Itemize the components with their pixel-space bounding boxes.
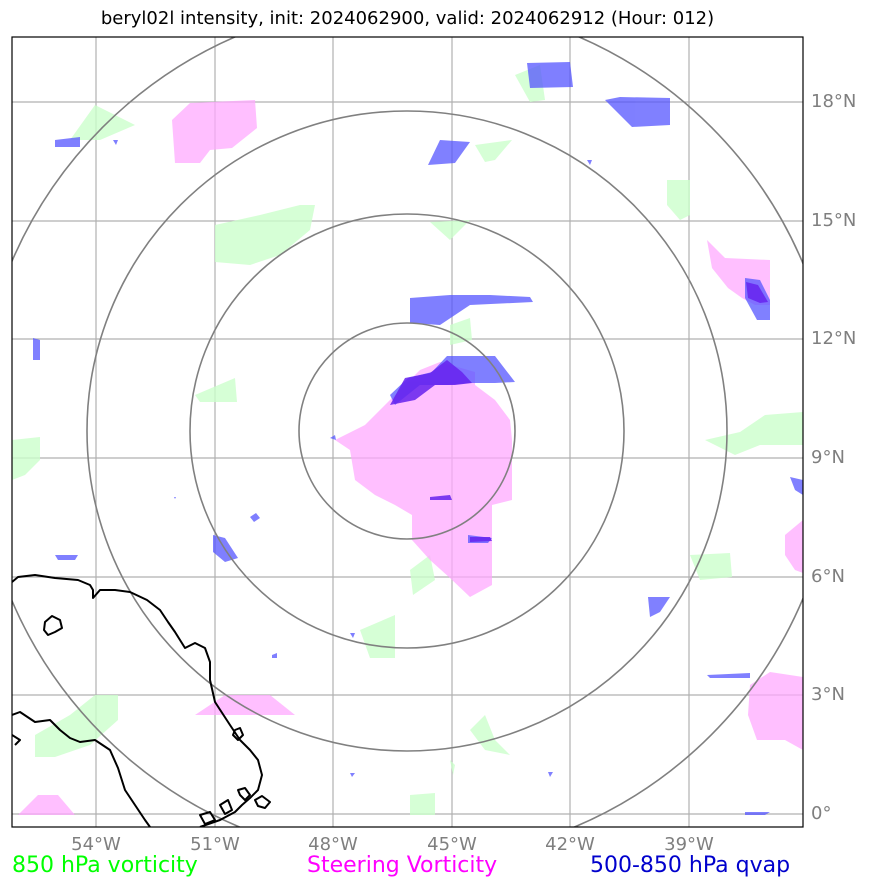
range-rings [12, 37, 803, 827]
x-tick-label: 54°W [71, 834, 121, 855]
steering-vorticity-areas [18, 100, 803, 815]
y-tick-label: 12°N [811, 328, 857, 349]
y-tick-label: 6°N [811, 566, 845, 587]
y-tick-label: 3°N [811, 684, 845, 705]
x-tick-label: 48°W [308, 834, 358, 855]
x-tick-label: 42°W [545, 834, 595, 855]
legend-steering-vorticity: Steering Vorticity [307, 853, 498, 878]
x-tick-label: 39°W [664, 834, 714, 855]
overlap-areas [390, 282, 768, 542]
y-tick-label: 15°N [811, 210, 857, 231]
plot-frame [11, 36, 804, 828]
map-title: beryl02l intensity, init: 2024062900, va… [100, 8, 715, 29]
coastline [12, 574, 271, 827]
legend-qvap: 500-850 hPa qvap [590, 853, 791, 878]
x-tick-label: 51°W [190, 834, 240, 855]
y-tick-label: 18°N [811, 91, 857, 112]
legend-low-level-vorticity: 850 hPa vorticity [12, 853, 198, 878]
low-level-vorticity-areas [12, 65, 803, 815]
x-tick-label: 45°W [427, 834, 477, 855]
y-tick-label: 9°N [811, 447, 845, 468]
y-tick-label: 0° [811, 803, 832, 824]
